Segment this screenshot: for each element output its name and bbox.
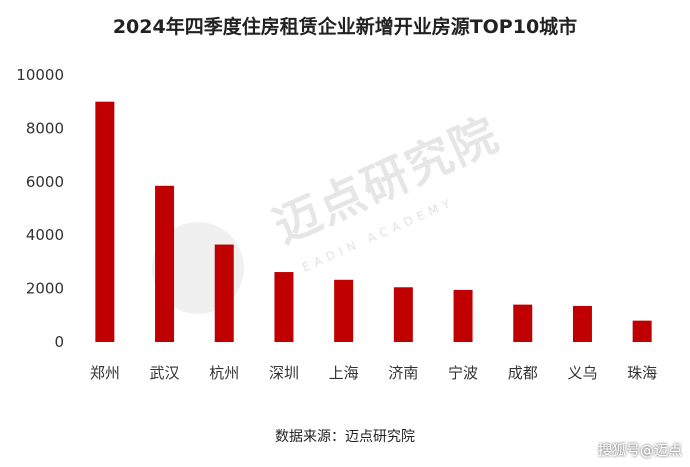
y-axis: 0 2000 4000 6000 8000 10000 [16, 66, 64, 351]
chart-title: 2024年四季度住房租赁企业新增开业房源TOP10城市 [112, 16, 578, 38]
x-tick-label: 宁波 [448, 364, 478, 382]
bar [572, 305, 592, 342]
bar [95, 101, 115, 342]
y-tick-label: 4000 [26, 226, 64, 244]
platform-watermark: 搜狐号@迈点 [598, 443, 682, 459]
y-tick-label: 0 [54, 333, 64, 351]
bar [214, 244, 234, 342]
y-tick-label: 2000 [26, 280, 64, 298]
y-tick-label: 6000 [26, 173, 64, 191]
bars [95, 101, 652, 342]
x-axis: 郑州 武汉 杭州 深圳 上海 济南 宁波 成都 义乌 珠海 [90, 364, 657, 382]
x-tick-label: 杭州 [209, 364, 239, 382]
x-tick-label: 成都 [508, 364, 538, 382]
x-tick-label: 郑州 [90, 364, 120, 382]
bar [334, 279, 354, 342]
x-tick-label: 珠海 [627, 364, 657, 382]
bar [453, 289, 473, 342]
bar [274, 272, 294, 342]
y-tick-label: 8000 [26, 119, 64, 137]
x-tick-label: 上海 [329, 364, 359, 382]
x-tick-label: 深圳 [269, 364, 299, 382]
x-tick-label: 义乌 [567, 364, 597, 382]
x-tick-label: 济南 [388, 364, 418, 382]
x-tick-label: 武汉 [150, 364, 180, 382]
bar [393, 287, 413, 342]
bar [632, 320, 652, 342]
bar [513, 304, 533, 342]
y-tick-label: 10000 [16, 66, 64, 84]
bar [155, 185, 175, 342]
source-note: 数据来源：迈点研究院 [275, 429, 415, 445]
